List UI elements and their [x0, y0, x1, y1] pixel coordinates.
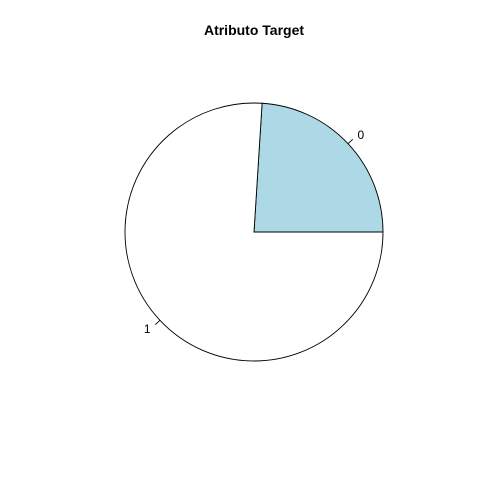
- slice-label-0: 0: [357, 128, 364, 142]
- chart-title: Atributo Target: [204, 22, 304, 38]
- pie-slice-0: [253, 102, 384, 233]
- pie-slice-1: [124, 102, 384, 362]
- label-leader-1: [154, 319, 161, 326]
- pie-slices: [124, 102, 384, 362]
- label-leader-0: [347, 138, 354, 145]
- pie-labels: 01: [144, 128, 365, 336]
- slice-label-1: 1: [144, 322, 151, 336]
